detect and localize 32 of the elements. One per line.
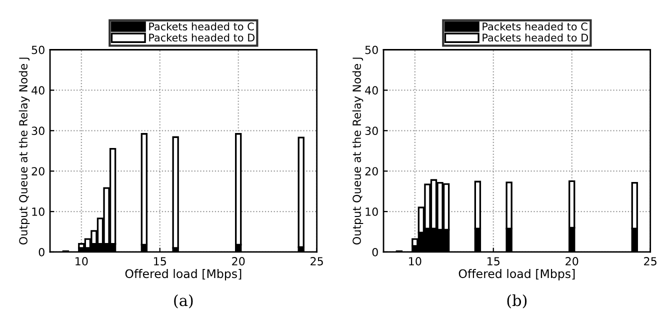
x-axis-title: Offered load [Mbps] <box>125 268 242 280</box>
x-tick-label: 10 <box>76 257 88 266</box>
x-axis-title: Offered load [Mbps] <box>458 268 575 280</box>
x-tick-label: 25 <box>644 257 656 266</box>
bar <box>298 136 304 248</box>
y-axis-title: Output Queue at the Relay Node J <box>18 58 30 244</box>
y-tick-label: 30 <box>32 126 44 136</box>
x-tick-label: 15 <box>154 257 166 266</box>
legend-label: Packets headed to D <box>149 33 255 42</box>
x-tick-label: 25 <box>310 257 323 266</box>
y-tick-label: 50 <box>32 46 44 54</box>
x-tick-label: 15 <box>488 257 500 266</box>
text: (a) <box>174 294 193 308</box>
y-tick-label: 20 <box>365 167 378 176</box>
x-tick-label: 20 <box>232 257 245 266</box>
text: (b) <box>507 294 527 308</box>
x-tick-label: 10 <box>409 257 422 266</box>
y-tick-label: 10 <box>366 208 378 216</box>
y-tick-label: 20 <box>32 167 44 176</box>
y-tick-label: 50 <box>365 46 378 54</box>
legend-label: Packets headed to C <box>482 22 588 30</box>
x-tick-label: 20 <box>566 257 578 266</box>
y-tick-label: 0 <box>38 248 44 256</box>
legend-label: Packets headed to D <box>482 33 588 42</box>
y-tick-label: 40 <box>365 86 378 95</box>
y-axis-title: Output Queue at the Relay Node J <box>352 58 364 244</box>
bar <box>172 136 179 249</box>
y-tick-label: 30 <box>365 126 378 136</box>
y-tick-label: 0 <box>372 248 378 256</box>
y-tick-label: 10 <box>32 208 44 216</box>
y-tick-label: 40 <box>32 86 44 95</box>
legend-label: Packets headed to C <box>149 22 254 30</box>
